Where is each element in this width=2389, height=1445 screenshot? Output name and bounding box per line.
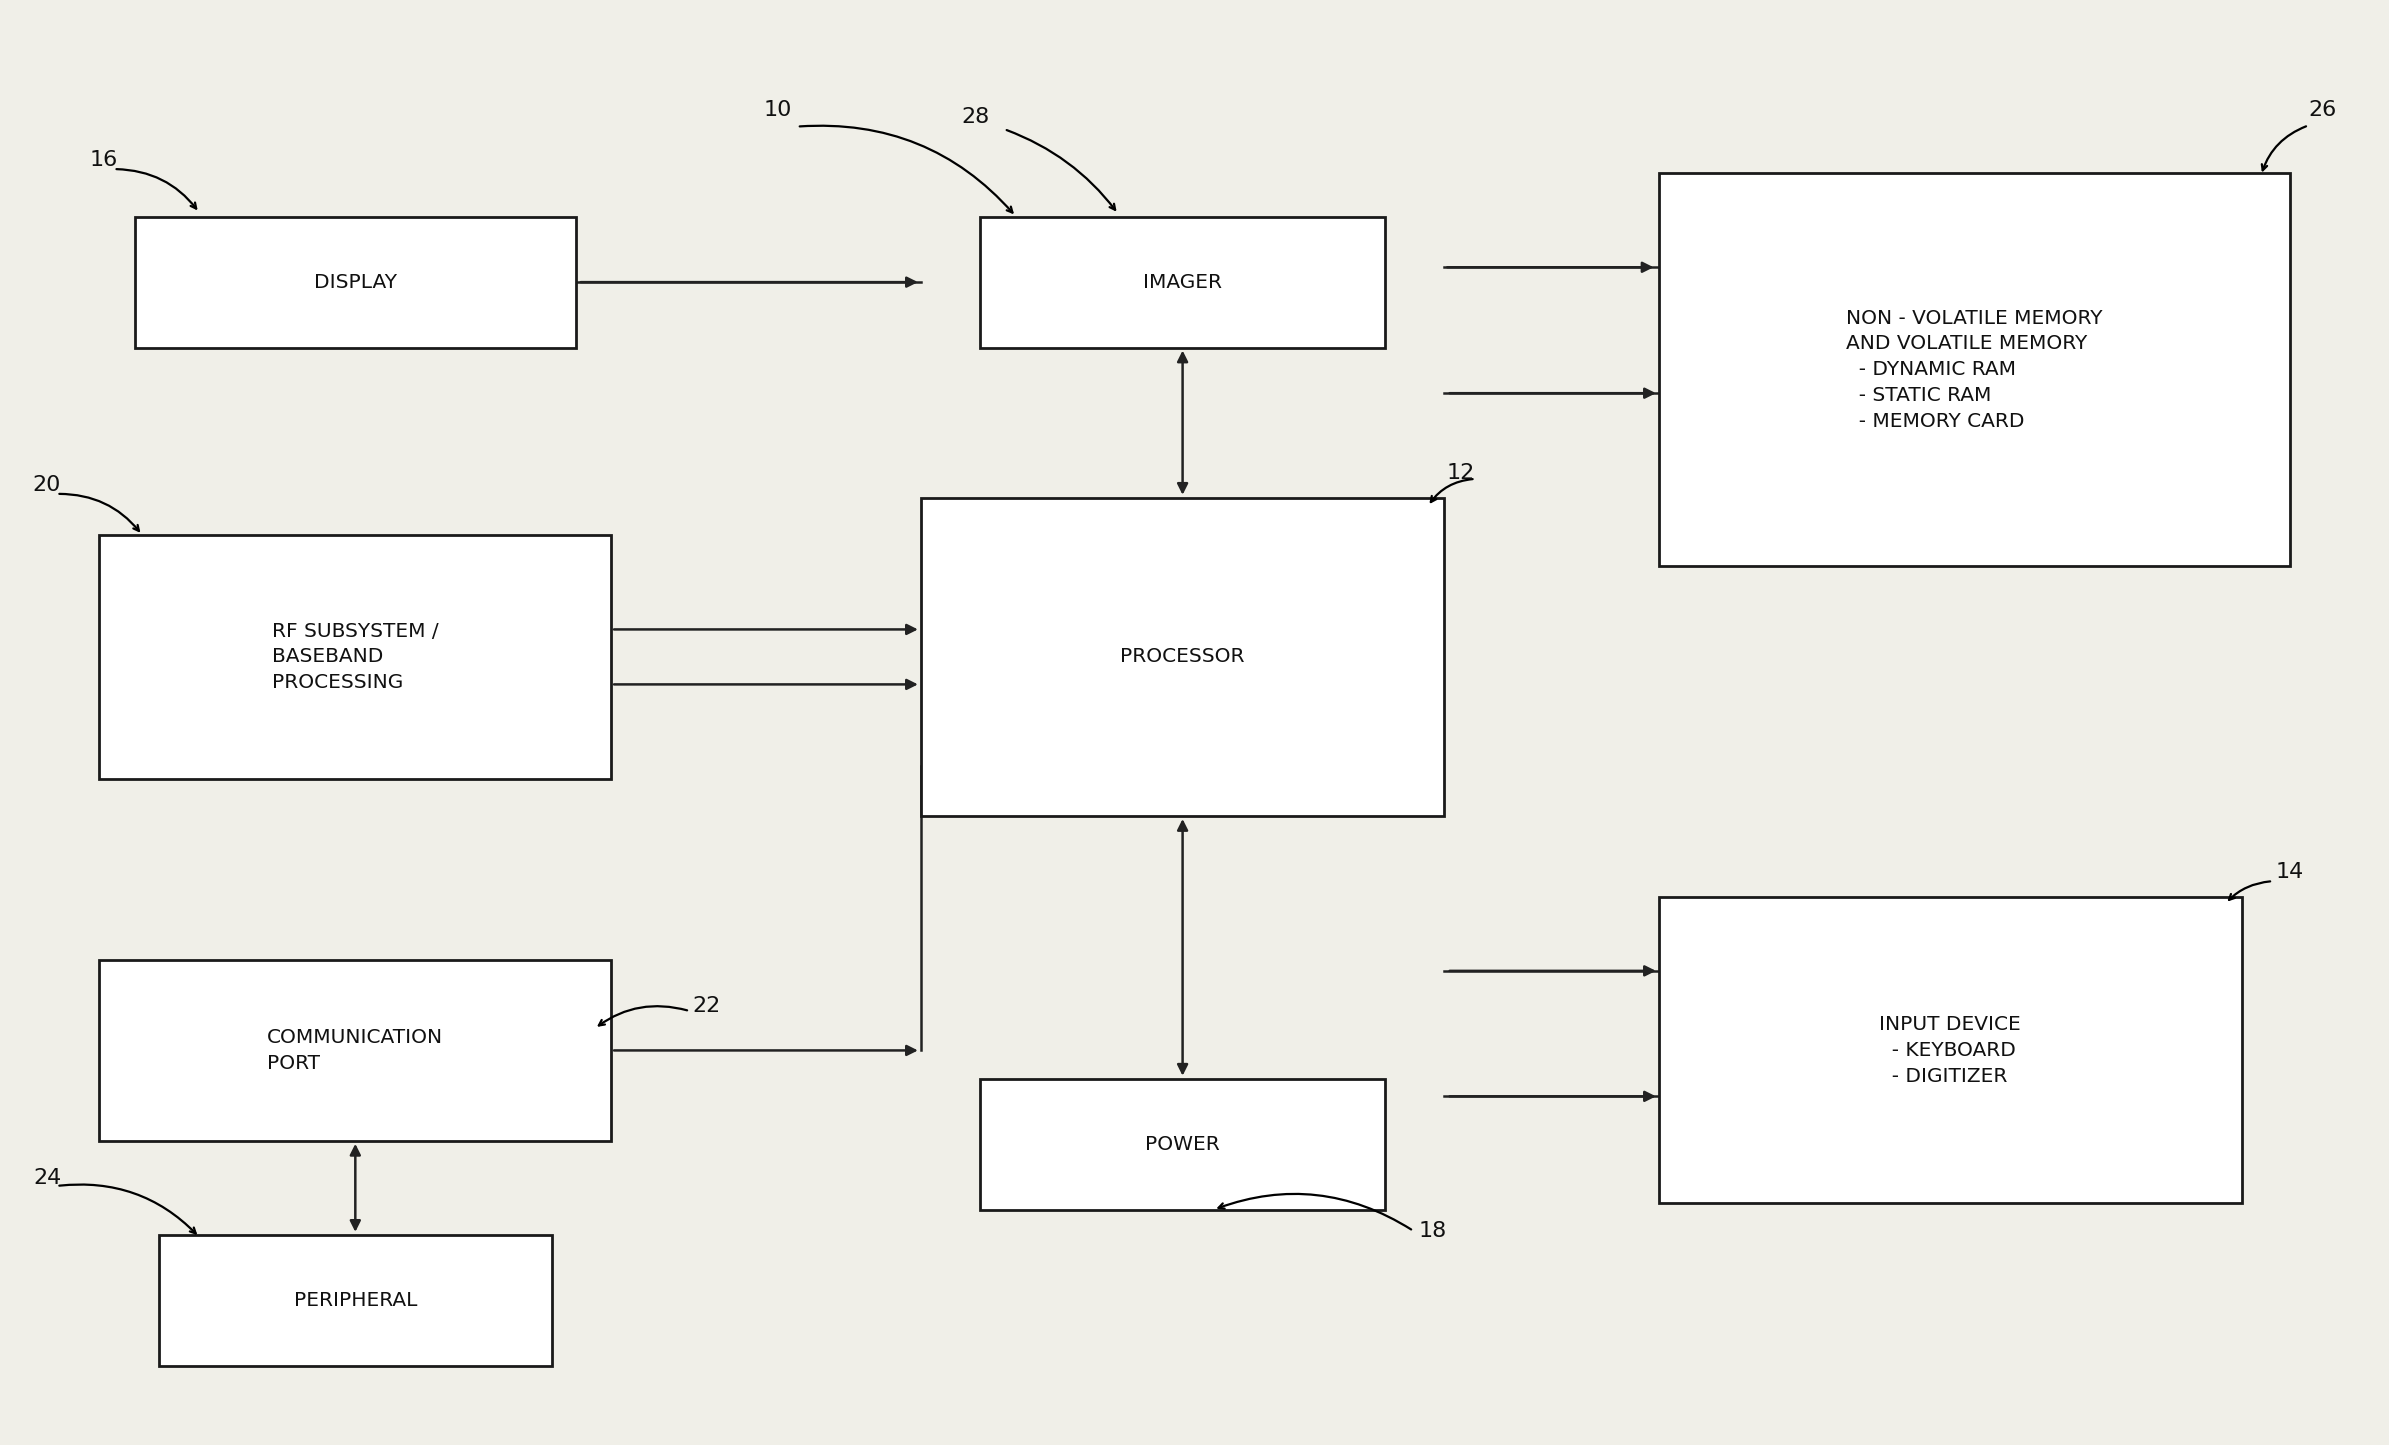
- FancyBboxPatch shape: [979, 217, 1386, 348]
- FancyBboxPatch shape: [160, 1234, 552, 1366]
- FancyArrowPatch shape: [1178, 353, 1187, 493]
- Text: NON - VOLATILE MEMORY
AND VOLATILE MEMORY
  - DYNAMIC RAM
  - STATIC RAM
  - MEM: NON - VOLATILE MEMORY AND VOLATILE MEMOR…: [1847, 309, 2102, 431]
- FancyArrowPatch shape: [614, 626, 915, 634]
- Text: PERIPHERAL: PERIPHERAL: [294, 1290, 418, 1309]
- Text: INPUT DEVICE
  - KEYBOARD
  - DIGITIZER: INPUT DEVICE - KEYBOARD - DIGITIZER: [1880, 1016, 2021, 1085]
- FancyArrowPatch shape: [1450, 389, 1653, 397]
- Text: 20: 20: [33, 475, 62, 496]
- FancyArrowPatch shape: [581, 277, 915, 286]
- Text: RF SUBSYSTEM /
BASEBAND
PROCESSING: RF SUBSYSTEM / BASEBAND PROCESSING: [272, 621, 440, 692]
- FancyArrowPatch shape: [1448, 263, 1651, 272]
- Text: DISPLAY: DISPLAY: [313, 273, 397, 292]
- FancyArrowPatch shape: [1450, 967, 1653, 975]
- FancyBboxPatch shape: [136, 217, 576, 348]
- Text: 22: 22: [693, 996, 721, 1016]
- Text: 12: 12: [1448, 462, 1476, 483]
- FancyBboxPatch shape: [1658, 173, 2289, 566]
- FancyBboxPatch shape: [920, 497, 1445, 816]
- FancyBboxPatch shape: [100, 959, 612, 1142]
- Text: 14: 14: [2274, 863, 2303, 883]
- Text: 24: 24: [33, 1169, 62, 1188]
- FancyArrowPatch shape: [614, 681, 915, 689]
- Text: 28: 28: [960, 107, 989, 127]
- Text: POWER: POWER: [1144, 1134, 1221, 1153]
- FancyBboxPatch shape: [100, 535, 612, 779]
- FancyArrowPatch shape: [1178, 822, 1187, 1074]
- FancyArrowPatch shape: [351, 1146, 361, 1230]
- Text: COMMUNICATION
PORT: COMMUNICATION PORT: [268, 1027, 444, 1072]
- FancyArrowPatch shape: [1450, 1092, 1653, 1101]
- FancyArrowPatch shape: [614, 1046, 915, 1055]
- Text: 10: 10: [764, 100, 793, 120]
- Text: 16: 16: [91, 150, 119, 171]
- FancyBboxPatch shape: [979, 1078, 1386, 1209]
- Text: 26: 26: [2308, 100, 2336, 120]
- FancyBboxPatch shape: [1658, 897, 2241, 1204]
- Text: PROCESSOR: PROCESSOR: [1120, 647, 1245, 666]
- Text: IMAGER: IMAGER: [1142, 273, 1223, 292]
- Text: 18: 18: [1419, 1221, 1448, 1241]
